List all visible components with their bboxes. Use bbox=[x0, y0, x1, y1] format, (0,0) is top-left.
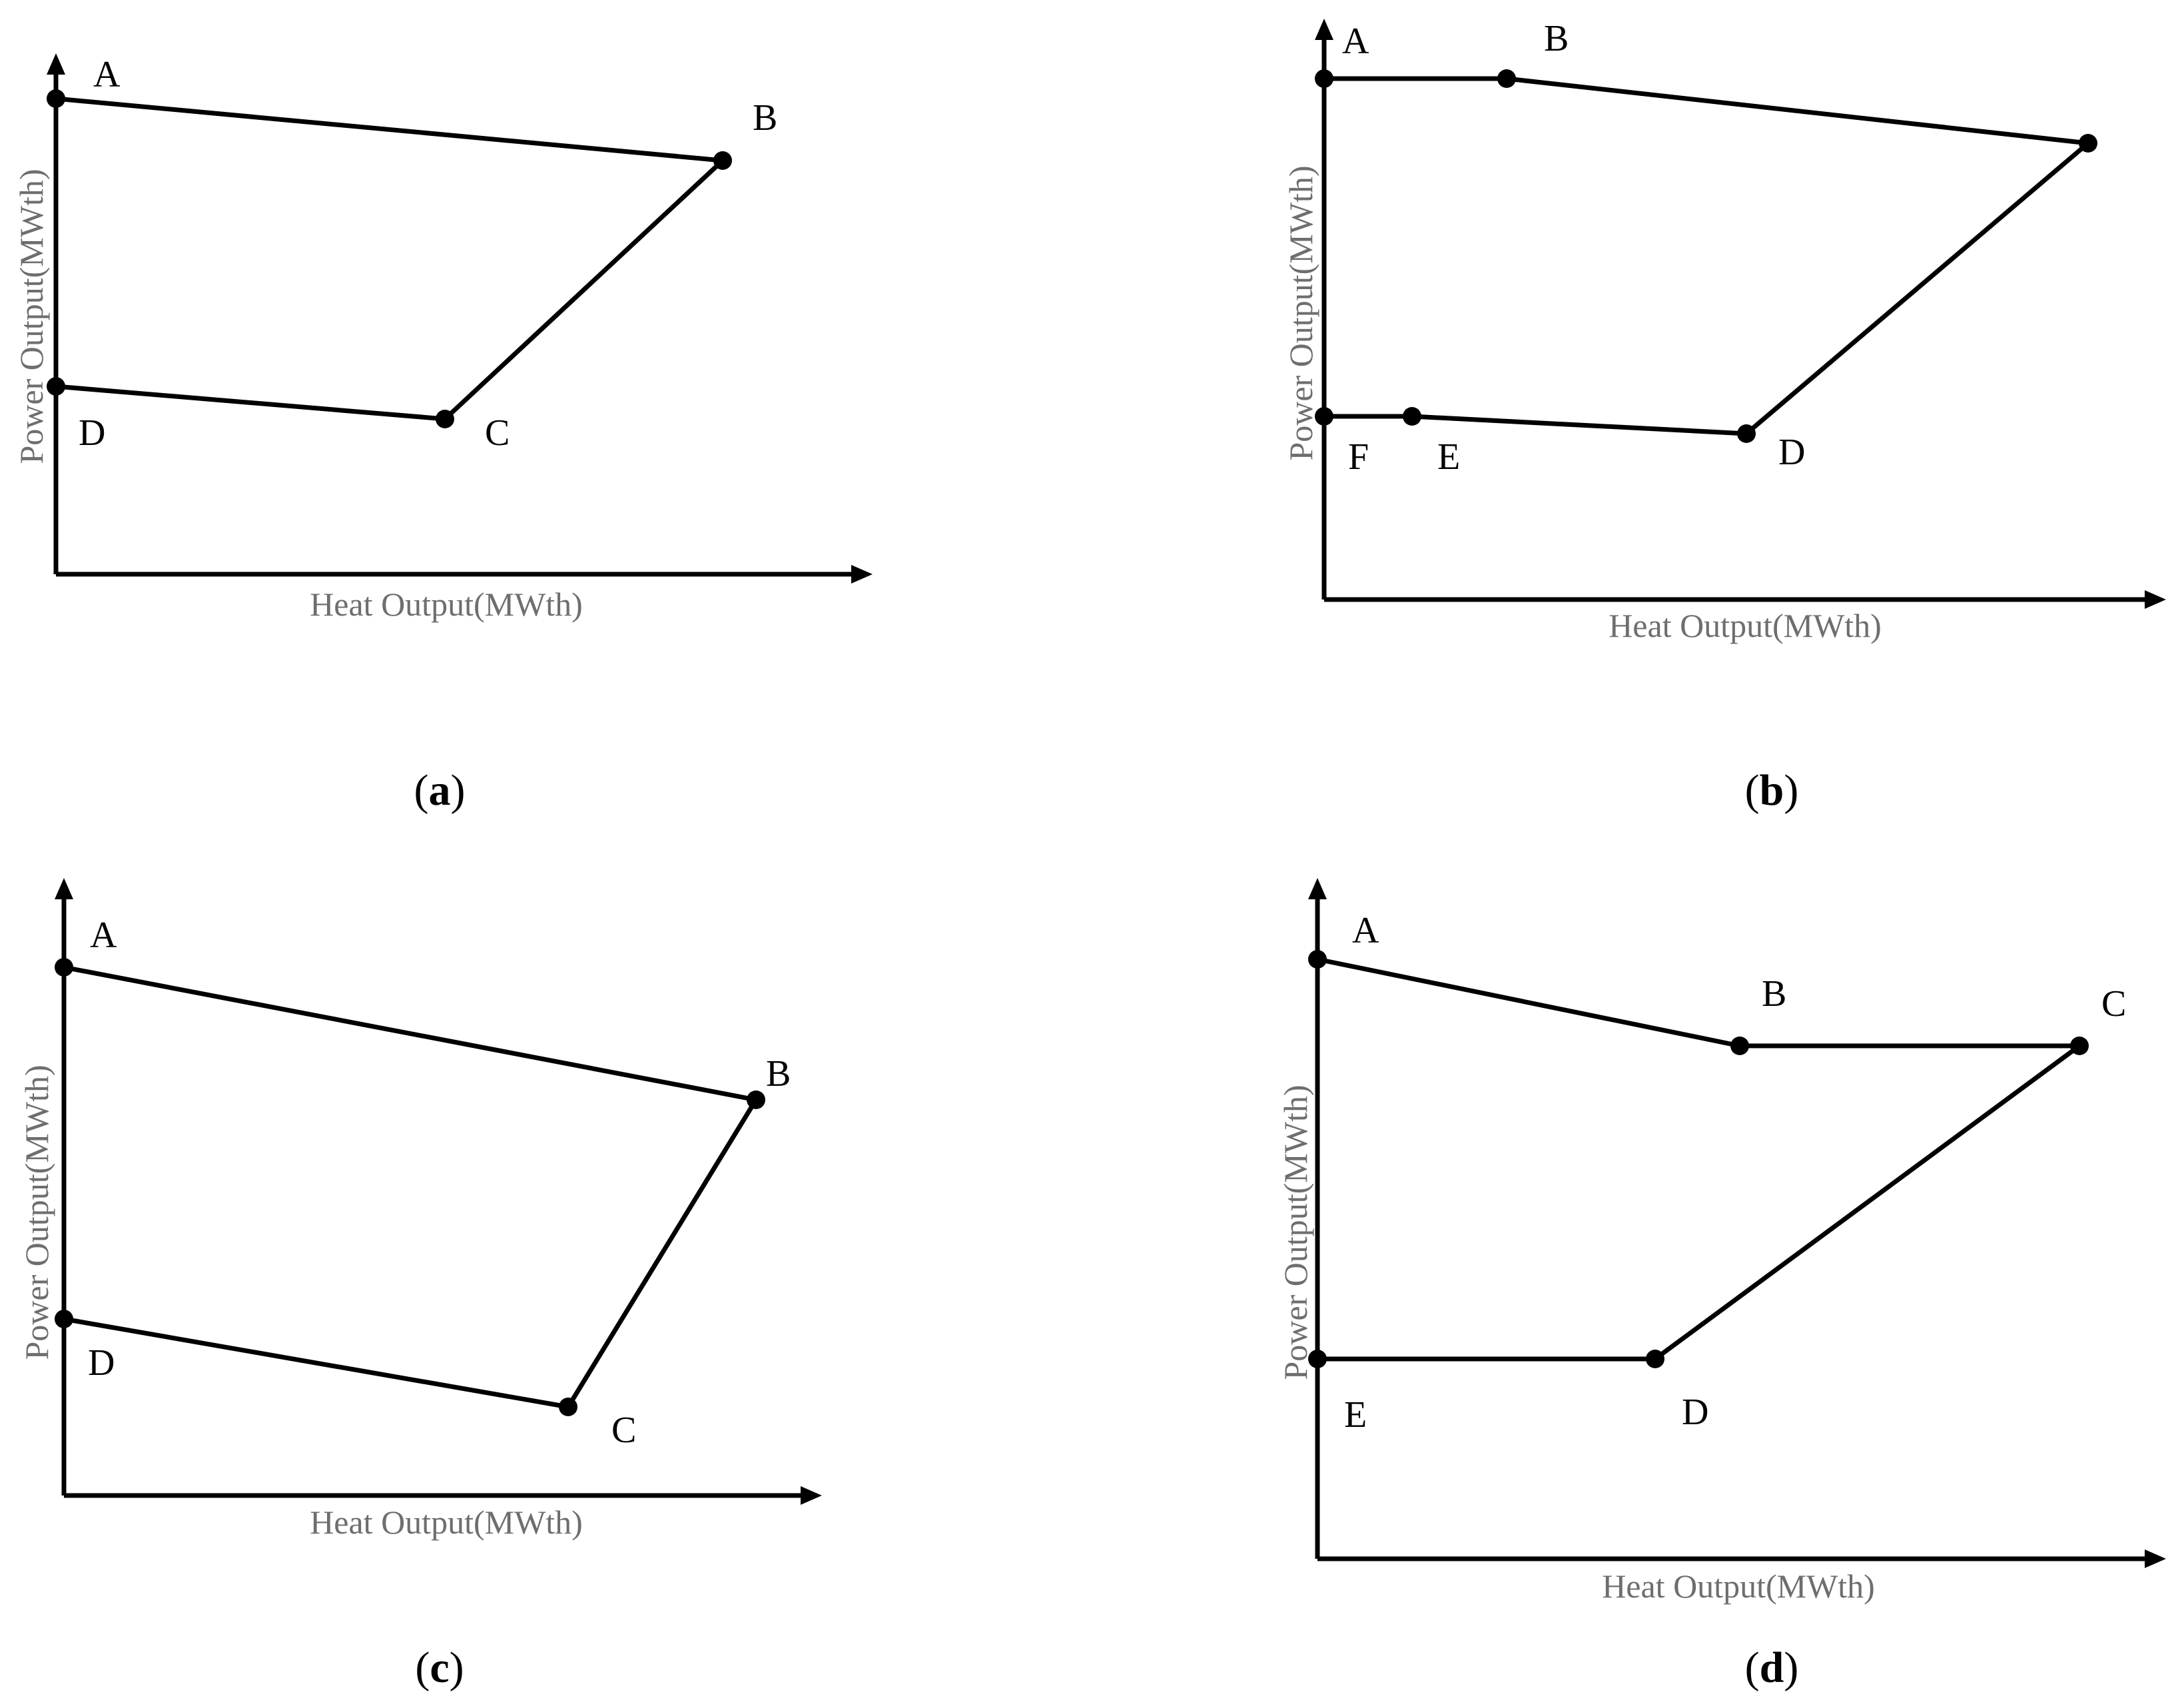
vertex-D bbox=[1646, 1350, 1664, 1368]
x-axis-arrow bbox=[851, 565, 873, 584]
label-D: D bbox=[1682, 1392, 1708, 1433]
vertex-C bbox=[559, 1398, 577, 1416]
label-A: A bbox=[93, 54, 121, 95]
caption-b: (b) bbox=[1745, 766, 1799, 815]
caption-d: (d) bbox=[1745, 1643, 1799, 1692]
label-D: D bbox=[79, 412, 105, 454]
vertex-C bbox=[436, 410, 454, 428]
vertex-A bbox=[55, 958, 73, 977]
panel-b: Heat Output(MWth) Power Output(MWth) A B… bbox=[1282, 18, 2166, 815]
x-axis-arrow bbox=[801, 1486, 822, 1505]
label-E: E bbox=[1437, 436, 1460, 478]
vertex-B bbox=[747, 1090, 765, 1109]
x-axis-label: Heat Output(MWth) bbox=[1609, 607, 1882, 644]
vertex-A bbox=[1308, 950, 1327, 969]
vertex-B bbox=[1730, 1037, 1749, 1055]
label-C: C bbox=[2101, 983, 2126, 1025]
panel-c: Heat Output(MWth) Power Output(MWth) A B… bbox=[18, 878, 822, 1692]
label-B: B bbox=[766, 1053, 791, 1094]
vertex-A bbox=[1315, 69, 1333, 88]
vertex-F bbox=[1315, 407, 1333, 426]
y-axis-arrow bbox=[1315, 19, 1333, 40]
label-D: D bbox=[1778, 432, 1805, 473]
label-C: C bbox=[611, 1410, 636, 1451]
vertex-B bbox=[1497, 69, 1516, 88]
y-axis-label: Power Output(MWth) bbox=[13, 169, 50, 464]
vertex-E bbox=[1308, 1350, 1327, 1368]
label-B: B bbox=[1544, 18, 1569, 59]
x-axis-arrow bbox=[2145, 1549, 2166, 1568]
label-A: A bbox=[1342, 21, 1369, 62]
label-D: D bbox=[88, 1342, 115, 1384]
edge-A-B bbox=[61, 965, 759, 1102]
edge-A-B bbox=[1315, 957, 1742, 1049]
label-A: A bbox=[1352, 910, 1379, 951]
edge-unlabeled-D bbox=[1744, 141, 2091, 436]
edge-B-C bbox=[442, 158, 725, 422]
edge-C-D bbox=[61, 1316, 571, 1410]
x-axis-arrow bbox=[2145, 590, 2166, 609]
vertex-unlabeled bbox=[2079, 134, 2097, 153]
vertex-D bbox=[1737, 424, 1756, 443]
panel-a: Heat Output(MWth) Power Output(MWth) A B… bbox=[13, 53, 873, 815]
vertex-D bbox=[55, 1310, 73, 1328]
edge-C-D bbox=[1652, 1043, 2082, 1362]
vertex-A bbox=[47, 89, 65, 108]
y-axis-arrow bbox=[55, 878, 73, 899]
edge-B-C bbox=[565, 1097, 759, 1410]
label-C: C bbox=[485, 412, 510, 454]
vertex-B bbox=[713, 151, 732, 170]
y-axis-label: Power Output(MWth) bbox=[1277, 1085, 1314, 1380]
edge-A-B bbox=[53, 96, 725, 163]
label-B: B bbox=[1762, 973, 1786, 1015]
panel-d: Heat Output(MWth) Power Output(MWth) A B… bbox=[1277, 878, 2166, 1692]
vertex-C bbox=[2070, 1037, 2089, 1055]
label-A: A bbox=[90, 915, 117, 956]
y-axis-label: Power Output(MWth) bbox=[1282, 166, 1319, 461]
label-E: E bbox=[1344, 1394, 1367, 1436]
edge-C-D bbox=[53, 384, 448, 422]
x-axis-label: Heat Output(MWth) bbox=[310, 1503, 583, 1541]
y-axis-arrow bbox=[47, 53, 65, 75]
caption-a: (a) bbox=[414, 766, 466, 815]
y-axis-arrow bbox=[1308, 878, 1327, 899]
edge-B-unlabeled bbox=[1504, 76, 2091, 146]
edge-D-E bbox=[1409, 414, 1749, 436]
x-axis-label: Heat Output(MWth) bbox=[1602, 1567, 1875, 1605]
y-axis-label: Power Output(MWth) bbox=[18, 1065, 55, 1360]
caption-c: (c) bbox=[415, 1643, 464, 1692]
label-F: F bbox=[1348, 436, 1369, 478]
vertex-E bbox=[1403, 407, 1421, 426]
x-axis-label: Heat Output(MWth) bbox=[310, 586, 583, 623]
vertex-D bbox=[47, 377, 65, 396]
label-B: B bbox=[753, 97, 777, 139]
